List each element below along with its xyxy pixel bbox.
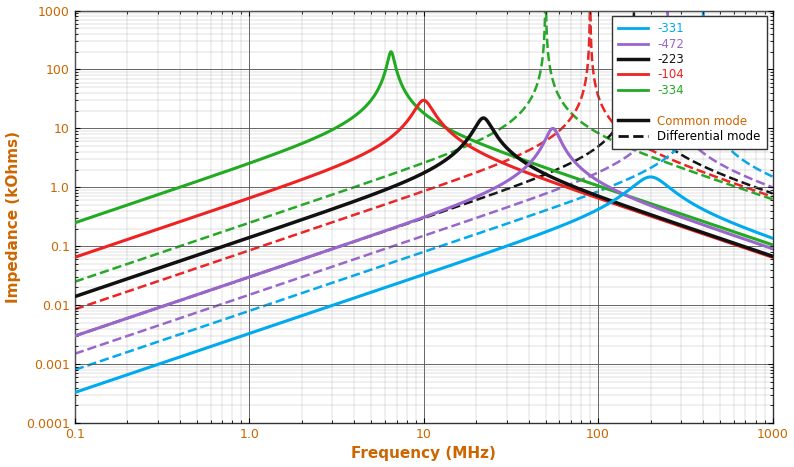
X-axis label: Frequency (MHz): Frequency (MHz) [351, 446, 496, 461]
Legend: -331, -472, -223, -104, -334, , Common mode, Differential mode: -331, -472, -223, -104, -334, , Common m… [612, 16, 766, 149]
Y-axis label: Impedance (kOhms): Impedance (kOhms) [6, 131, 21, 303]
